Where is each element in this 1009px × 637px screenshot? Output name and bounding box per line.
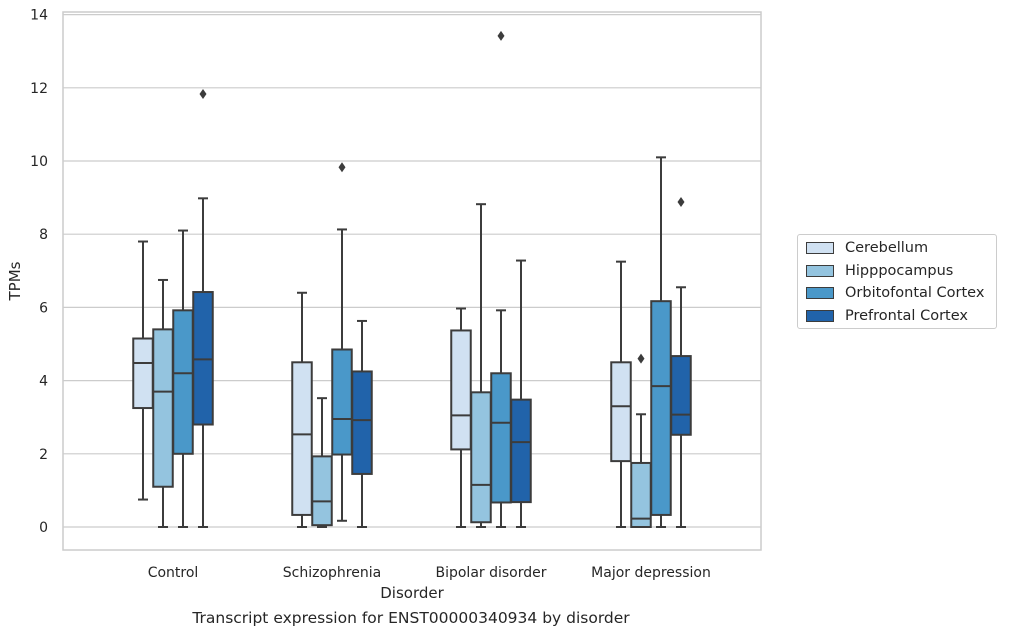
y-tick-label: 12 — [30, 81, 48, 97]
box-orbitofontal-cortex — [490, 30, 512, 528]
y-tick-label: 8 — [39, 227, 48, 243]
legend-item: Hipppocampus — [806, 261, 953, 281]
box-prefrontal-cortex — [351, 319, 373, 528]
legend-item: Cerebellum — [806, 238, 928, 258]
legend-item: Orbitofontal Cortex — [806, 283, 984, 303]
y-tick-label: 6 — [39, 300, 48, 316]
y-tick-label: 2 — [39, 447, 48, 463]
y-tick-label: 4 — [39, 374, 48, 390]
outlier-point — [637, 353, 645, 364]
box-iqr — [450, 329, 472, 451]
box-orbitofontal-cortex — [650, 156, 672, 528]
y-tick-label: 0 — [39, 520, 48, 536]
outlier-point — [677, 196, 685, 207]
box-hipppocampus — [630, 353, 652, 529]
box-cerebellum — [291, 291, 313, 528]
box-iqr — [152, 328, 174, 488]
x-tick-label: Schizophrenia — [283, 565, 381, 581]
box-cerebellum — [610, 260, 632, 528]
legend-swatch — [806, 287, 834, 299]
outlier-point — [338, 162, 346, 173]
box-orbitofontal-cortex — [172, 229, 194, 528]
chart-caption: Transcript expression for ENST0000034093… — [192, 609, 630, 627]
legend-item: Prefrontal Cortex — [806, 306, 968, 326]
box-iqr — [351, 370, 373, 475]
y-tick-label: 14 — [30, 8, 48, 24]
box-iqr — [132, 337, 154, 410]
tick-labels: 0 2 4 6 8 10 12 14 Control Schizophrenia Bipolar d… — [30, 8, 711, 581]
box-hipppocampus — [152, 278, 174, 528]
box-iqr — [650, 300, 672, 516]
box-iqr — [470, 391, 492, 524]
box-iqr — [610, 361, 632, 463]
legend-swatch — [806, 242, 834, 254]
box-iqr — [630, 461, 652, 529]
x-tick-label: Control — [148, 565, 199, 581]
legend-swatch — [806, 309, 834, 322]
boxes — [132, 30, 692, 529]
box-hipppocampus — [311, 397, 333, 528]
x-tick-label: Major depression — [591, 565, 711, 581]
outlier-point — [199, 89, 207, 100]
y-tick-label: 10 — [30, 154, 48, 170]
box-iqr — [291, 361, 313, 516]
x-axis-label: Disorder — [380, 584, 444, 602]
box-prefrontal-cortex — [192, 89, 214, 528]
box-orbitofontal-cortex — [331, 162, 353, 522]
box-prefrontal-cortex — [510, 259, 532, 528]
legend-label: Prefrontal Cortex — [845, 307, 968, 324]
legend-label: Orbitofontal Cortex — [845, 285, 985, 301]
box-iqr — [490, 372, 512, 504]
box-hipppocampus — [470, 203, 492, 528]
legend-label: Cerebellum — [845, 240, 929, 256]
legend-swatch — [806, 264, 834, 277]
box-iqr — [311, 455, 333, 527]
legend-label: Hipppocampus — [845, 262, 954, 279]
plot-frame — [62, 11, 762, 551]
box-cerebellum — [450, 307, 472, 528]
box-iqr — [670, 355, 692, 436]
box-prefrontal-cortex — [670, 196, 692, 528]
box-iqr — [510, 398, 532, 504]
x-tick-label: Bipolar disorder — [435, 565, 546, 581]
box-cerebellum — [132, 240, 154, 501]
y-axis-label: TPMs — [6, 261, 24, 301]
box-iqr — [172, 309, 194, 455]
outlier-point — [497, 30, 505, 41]
box-iqr — [331, 348, 353, 456]
legend: Cerebellum Hipppocampus Orbitofontal Corte… — [797, 234, 997, 329]
box-iqr — [192, 291, 214, 426]
